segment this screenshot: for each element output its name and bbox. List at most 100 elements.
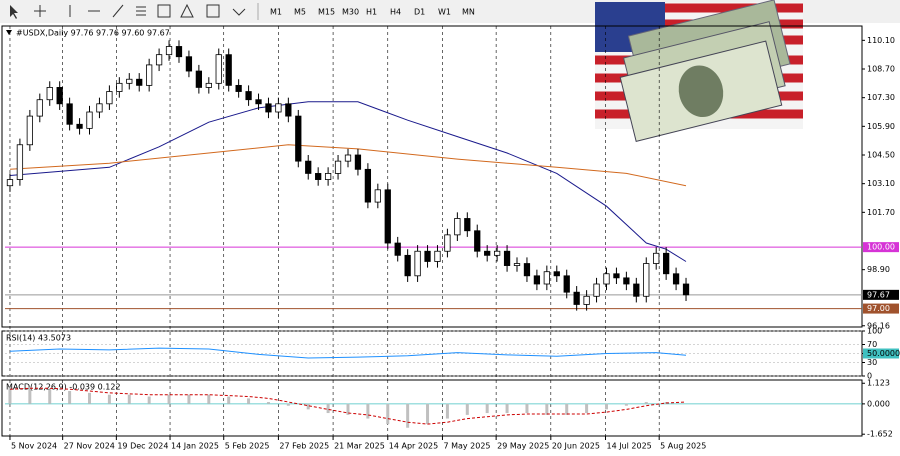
histogram-bar	[306, 403, 310, 410]
histogram-bar	[644, 402, 648, 404]
histogram-bar	[545, 403, 549, 415]
y-tick-label: 103.10	[867, 179, 895, 188]
candle-body	[593, 283, 600, 297]
candle-body	[235, 84, 242, 92]
rsi-line	[9, 347, 687, 359]
level-label: 97.67	[867, 290, 890, 299]
y-tick-label: 1.123	[867, 379, 890, 388]
candle-body	[613, 273, 620, 279]
candle-body	[623, 277, 630, 285]
timeframe-button[interactable]: M5	[294, 8, 306, 17]
candle-body	[136, 78, 143, 86]
x-tick-label: 20 Jun 2025	[552, 442, 600, 451]
candle-body	[185, 56, 193, 72]
histogram-bar	[227, 396, 231, 404]
timeframe-button[interactable]: M15	[318, 8, 335, 17]
timeframe-button[interactable]: M30	[342, 8, 359, 17]
histogram-bar	[127, 394, 131, 404]
candle-body	[324, 173, 332, 180]
candle-body	[96, 103, 103, 113]
candle-body	[225, 54, 232, 86]
candle-body	[106, 91, 113, 105]
y-tick-label: 70	[867, 340, 877, 349]
y-tick-label: 30	[867, 358, 877, 367]
histogram-bar	[187, 394, 191, 404]
x-tick-label: 21 Mar 2025	[334, 442, 385, 451]
candle-body	[573, 291, 580, 305]
candle-body	[334, 160, 342, 174]
pane-title: #USDX,Daily 97.76 97.76 97.60 97.67	[16, 29, 170, 38]
shapes-tool[interactable]	[232, 8, 246, 16]
candle-body	[384, 189, 391, 244]
level-label-bg	[863, 348, 899, 359]
candle-body	[503, 250, 511, 266]
histogram-bar	[247, 398, 251, 404]
x-tick-label: 29 May 2025	[497, 442, 549, 451]
candle-body	[374, 189, 381, 203]
candle-body	[434, 250, 441, 262]
candle-body	[364, 168, 372, 203]
candle-body	[285, 103, 292, 117]
histogram-bar	[107, 394, 111, 404]
histogram-bar	[266, 402, 270, 404]
candle-body	[523, 263, 531, 277]
label-tool[interactable]	[206, 4, 220, 18]
text-tool[interactable]	[180, 3, 194, 18]
x-tick-label: 5 Feb 2025	[225, 442, 270, 451]
histogram-bar	[426, 403, 430, 425]
timeframe-button[interactable]: H4	[390, 8, 401, 17]
x-tick-label: 5 Aug 2025	[660, 442, 706, 451]
y-tick-label: 105.90	[867, 122, 895, 131]
cursor-tool[interactable]	[10, 5, 18, 19]
candle-body	[275, 103, 282, 113]
y-tick-label: -1.652	[867, 430, 893, 439]
candle-body	[16, 144, 24, 180]
candle-body	[444, 234, 451, 252]
candle-body	[454, 218, 461, 236]
timeframe-button[interactable]: H1	[366, 8, 377, 17]
candle-body	[36, 99, 43, 117]
level-label: 100.00	[867, 243, 895, 252]
timeframe-button[interactable]: M1	[270, 8, 282, 17]
candle-body	[404, 254, 411, 277]
pane-title: RSI(14) 43.5073	[6, 334, 71, 343]
histogram-bar	[445, 403, 449, 419]
channel-tool[interactable]	[157, 4, 171, 18]
candle-body	[633, 283, 640, 297]
candle-body	[146, 64, 153, 86]
y-tick-label: 107.30	[867, 93, 895, 102]
x-tick-label: 5 Nov 2024	[11, 442, 57, 451]
histogram-bar	[48, 389, 52, 404]
crosshair-tool[interactable]	[34, 5, 46, 17]
portrait	[678, 65, 724, 118]
timeframe-button[interactable]: MN	[462, 8, 475, 17]
trendline-tool[interactable]	[112, 4, 124, 18]
histogram-bar	[585, 403, 589, 414]
y-tick-label: 110.10	[867, 36, 895, 45]
timeframe-button[interactable]: D1	[414, 8, 425, 17]
fibo-tool[interactable]	[136, 6, 146, 16]
candle-body	[682, 283, 690, 296]
candle-body	[474, 230, 481, 252]
candle-body	[215, 54, 222, 84]
histogram-bar	[465, 403, 469, 415]
histogram-bar	[167, 394, 171, 404]
histogram-bar	[286, 403, 290, 406]
candle-body	[672, 273, 680, 285]
candle-body	[513, 263, 521, 266]
candle-body	[553, 271, 560, 277]
candle-body	[6, 179, 14, 187]
banknotes	[619, 0, 791, 143]
histogram-bar	[565, 403, 569, 415]
candle-body	[315, 173, 322, 180]
histogram-bar	[485, 403, 489, 414]
histogram-bar	[207, 394, 211, 404]
candle-body	[126, 78, 133, 84]
x-tick-label: 27 Feb 2025	[279, 442, 329, 451]
candle-body	[653, 252, 660, 264]
y-tick-label: 50.0000	[867, 349, 900, 358]
timeframe-button[interactable]: W1	[438, 8, 451, 17]
x-tick-label: 14 Jul 2025	[606, 442, 651, 451]
pane-frame	[1, 25, 863, 328]
histogram-bar	[624, 403, 628, 406]
